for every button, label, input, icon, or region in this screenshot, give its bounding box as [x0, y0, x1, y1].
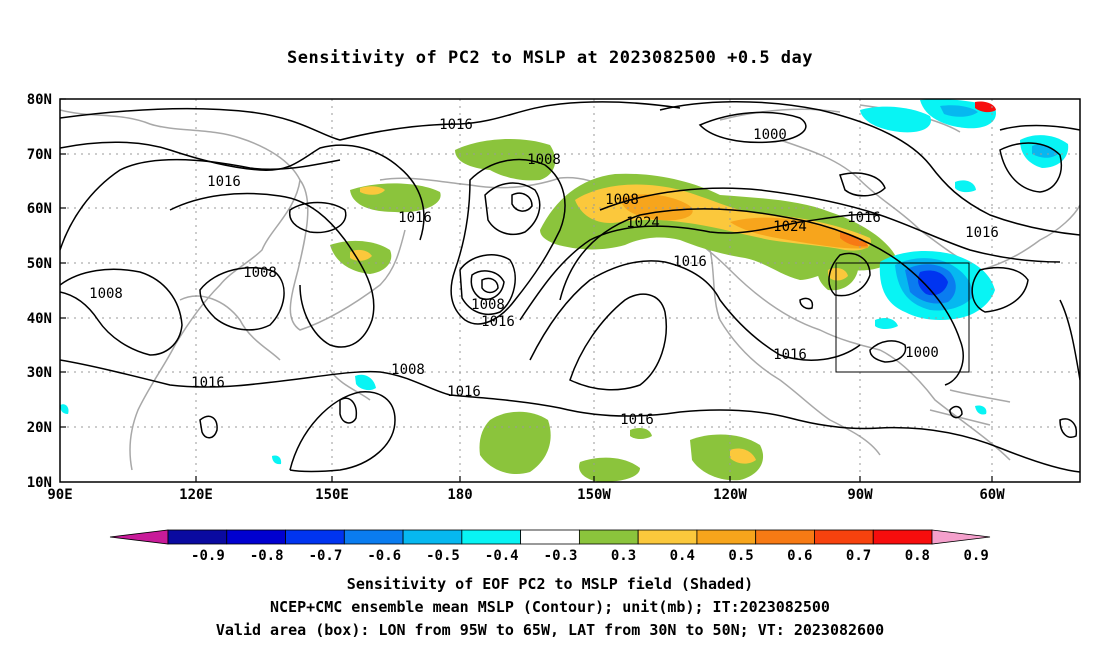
contour-label: 1016 [773, 347, 807, 363]
colorbar: -0.9 -0.8 -0.7 -0.6 -0.5 -0.4 -0.3 0.3 0.4 0.5 0.6… [109, 529, 991, 564]
colorbar-bin [872, 529, 933, 545]
map-plot-area [60, 99, 1080, 482]
colorbar-bin [755, 529, 815, 545]
lat-tick-label: 30N [27, 365, 52, 381]
lat-tick-label: 50N [27, 256, 52, 272]
colorbar-high-triangle [931, 529, 991, 545]
lat-tick-label: 60N [27, 201, 52, 217]
colorbar-bin [461, 529, 522, 545]
colorbar-bin [167, 529, 228, 545]
contour-label-group: 1016 1000 1008 1016 1016 1008 1016 1024 … [89, 117, 999, 428]
colorbar-label: -0.3 [544, 548, 578, 564]
contour-label: 1016 [398, 210, 432, 226]
contour-label: 1016 [965, 225, 999, 241]
tick-marks [60, 98, 993, 482]
contour-label: 1016 [439, 117, 473, 133]
contour-label: 1016 [207, 174, 241, 190]
lat-tick-label: 40N [27, 311, 52, 327]
caption-shaded: Sensitivity of EOF PC2 to MSLP field (Sh… [346, 575, 754, 593]
lat-tick-label: 80N [27, 92, 52, 108]
colorbar-bin [520, 529, 580, 545]
contour-label: 1016 [673, 254, 707, 270]
colorbar-label: 0.8 [905, 548, 930, 564]
colorbar-bin [402, 529, 463, 545]
colorbar-label: -0.8 [250, 548, 284, 564]
lon-tick-label: 150W [577, 487, 611, 503]
colorbar-label: 0.5 [728, 548, 753, 564]
colorbar-label: 0.9 [963, 548, 988, 564]
colorbar-label: -0.9 [191, 548, 225, 564]
colorbar-bin [226, 529, 286, 545]
caption-contour: NCEP+CMC ensemble mean MSLP (Contour); u… [270, 598, 830, 616]
lon-tick-label: 180 [447, 487, 472, 503]
colorbar-label: -0.6 [367, 548, 401, 564]
colorbar-label: -0.7 [309, 548, 343, 564]
colorbar-label: -0.5 [426, 548, 460, 564]
lat-tick-label: 20N [27, 420, 52, 436]
contour-label: 1024 [773, 219, 807, 235]
map-title: Sensitivity of PC2 to MSLP at 2023082500… [286, 48, 813, 68]
colorbar-bin [637, 529, 698, 545]
contour-label: 1008 [89, 286, 123, 302]
lon-tick-label: 120E [179, 487, 213, 503]
mslp-contours [60, 100, 1080, 473]
colorbar-bin [343, 529, 404, 545]
contour-label: 1008 [243, 265, 277, 281]
contour-label: 1008 [391, 362, 425, 378]
contour-label: 1016 [620, 412, 654, 428]
lon-tick-label: 120W [713, 487, 747, 503]
valid-area-box [835, 262, 970, 373]
colorbar-label: 0.7 [846, 548, 871, 564]
contour-label: 1008 [605, 192, 639, 208]
colorbar-label: -0.4 [485, 548, 519, 564]
colorbar-low-triangle [109, 529, 169, 545]
lat-axis-labels: 80N 70N 60N 50N 40N 30N 20N 10N [27, 92, 52, 491]
grid-lines [60, 99, 1080, 482]
colorbar-label: 0.3 [611, 548, 636, 564]
contour-label: 1008 [527, 152, 561, 168]
caption-valid-area: Valid area (box): LON from 95W to 65W, L… [215, 621, 885, 639]
contour-label: 1008 [471, 297, 505, 313]
contour-label: 1000 [905, 345, 939, 361]
colorbar-label: 0.6 [787, 548, 812, 564]
lon-tick-label: 60W [979, 487, 1005, 503]
contour-label: 1016 [481, 314, 515, 330]
lon-axis-labels: 90E 120E 150E 180 150W 120W 90W 60W [47, 487, 1005, 503]
plot-frame [59, 98, 1081, 483]
colorbar-label: 0.4 [670, 548, 695, 564]
lat-tick-label: 10N [27, 475, 52, 491]
contour-label: 1016 [447, 384, 481, 400]
contour-label: 1016 [191, 375, 225, 391]
contour-label: 1016 [847, 210, 881, 226]
sensitivity-shading [60, 99, 1069, 482]
colorbar-bin [696, 529, 757, 545]
lon-tick-label: 90E [47, 487, 72, 503]
colorbar-bin [285, 529, 345, 545]
contour-label: 1000 [753, 127, 787, 143]
colorbar-bin [814, 529, 874, 545]
colorbar-bin [578, 529, 639, 545]
lon-tick-label: 150E [315, 487, 349, 503]
lon-tick-label: 90W [847, 487, 873, 503]
contour-label: 1024 [626, 215, 660, 231]
lat-tick-label: 70N [27, 147, 52, 163]
